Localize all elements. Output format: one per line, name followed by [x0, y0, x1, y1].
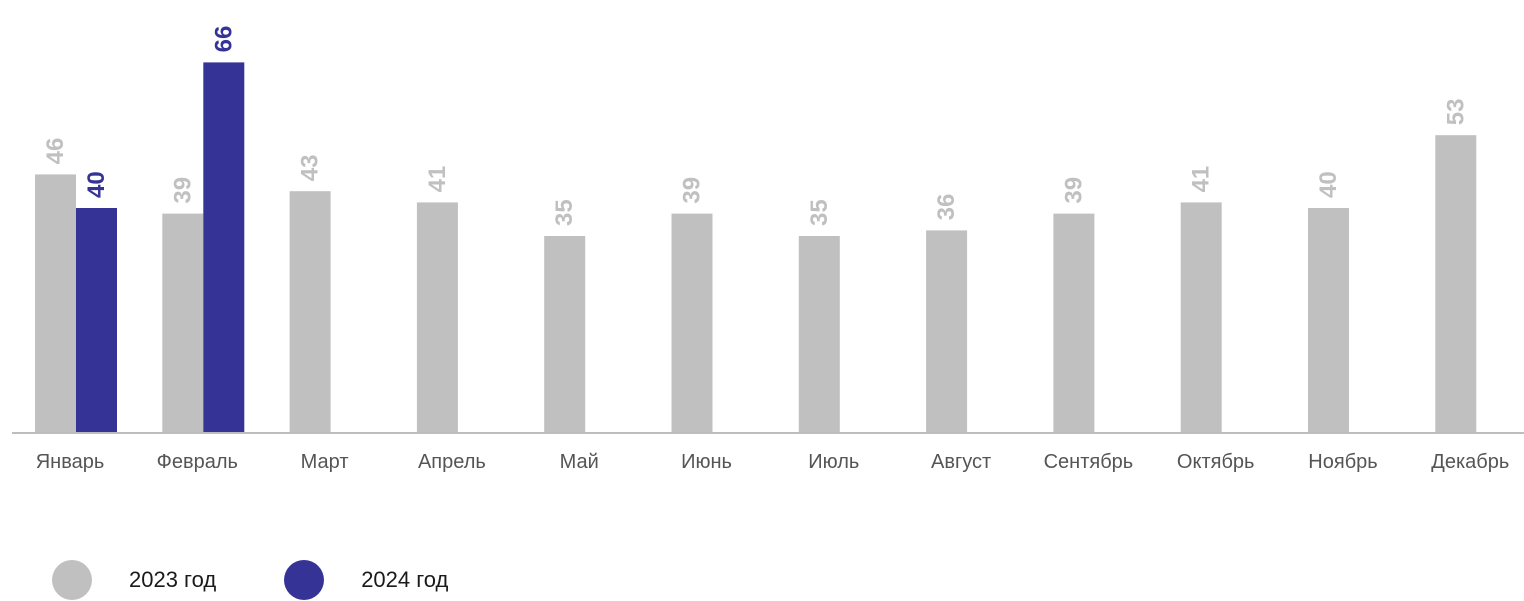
value-label-2023-6: 39 [679, 177, 706, 204]
value-label-2023-1: 46 [42, 138, 69, 165]
bar-2023-5 [544, 236, 586, 432]
bar-2023-9 [1053, 213, 1095, 432]
legend-swatch-2023 [52, 560, 92, 600]
x-tick-label-12: Декабрь [1431, 451, 1509, 473]
value-label-2023-8: 36 [933, 194, 960, 221]
value-label-2023-12: 53 [1442, 98, 1469, 125]
x-tick-label-9: Сентябрь [1044, 451, 1134, 473]
bar-2023-12 [1435, 135, 1477, 432]
legend-swatch-2024 [284, 560, 325, 600]
bar-2024-2 [203, 62, 245, 433]
bar-2023-3 [289, 191, 331, 432]
x-tick-label-1: Январь [36, 451, 105, 473]
legend: 2023 год 2024 год [52, 560, 516, 600]
value-label-2023-11: 40 [1315, 171, 1342, 198]
x-tick-label-3: Март [301, 451, 349, 473]
value-label-2023-7: 35 [806, 199, 833, 226]
x-tick-labels-layer: Январь Февраль Март Апрель Май Июнь Июль Август… [36, 451, 1510, 473]
bar-2023-10 [1180, 202, 1222, 432]
x-tick-label-6: Июнь [681, 451, 732, 473]
x-tick-label-10: Октябрь [1177, 451, 1255, 473]
bar-2023-4 [416, 202, 458, 432]
bar-2023-11 [1308, 208, 1349, 432]
x-tick-label-8: Август [931, 451, 991, 473]
value-labels-layer: 46 40 39 66 43 41 35 39 35 36 39 41 40 53 [42, 26, 1469, 226]
legend-item-2023: 2023 год [52, 560, 216, 600]
bar-2023-2 [162, 213, 204, 432]
value-label-2023-10: 41 [1188, 166, 1215, 193]
legend-label-2024: 2024 год [361, 567, 449, 592]
value-label-2023-9: 39 [1060, 177, 1087, 204]
value-label-2023-3: 43 [297, 154, 324, 181]
x-tick-label-5: Май [560, 451, 599, 473]
bar-2023-7 [798, 236, 840, 432]
bar-2023-8 [926, 230, 968, 432]
bars-layer [35, 62, 1477, 433]
value-label-2023-5: 35 [551, 199, 578, 226]
legend-item-2024: 2024 год [284, 560, 448, 600]
x-tick-label-11: Ноябрь [1308, 451, 1377, 473]
value-label-2024-1: 40 [83, 171, 110, 198]
bar-2023-6 [671, 213, 713, 432]
x-tick-label-7: Июль [808, 451, 859, 473]
x-tick-label-2: Февраль [157, 451, 238, 473]
legend-label-2023: 2023 год [129, 567, 217, 592]
bar-2024-1 [76, 208, 117, 432]
value-label-2024-2: 66 [210, 26, 237, 53]
value-label-2023-2: 39 [169, 177, 196, 204]
value-label-2023-4: 41 [424, 166, 451, 193]
x-tick-label-4: Апрель [418, 451, 486, 473]
bar-2023-1 [35, 174, 76, 432]
